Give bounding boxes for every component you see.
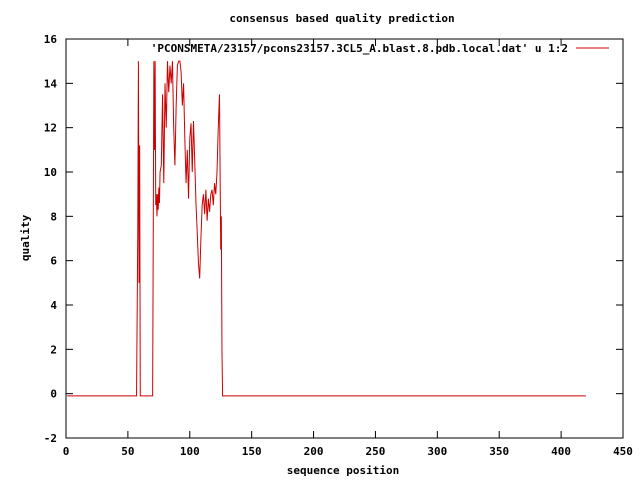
y-axis-label: quality bbox=[19, 214, 32, 261]
y-tick-label: 16 bbox=[44, 33, 58, 46]
tick-labels: 0 50 100 150 200 250 300 350 400 450 -2 0 2 4 6 8 10 12 14… bbox=[44, 33, 633, 458]
y-tick-label: 2 bbox=[50, 343, 57, 356]
y-tick-label: 14 bbox=[44, 77, 58, 90]
plot-frame bbox=[65, 38, 624, 439]
x-tick-label: 0 bbox=[63, 445, 70, 458]
series-group bbox=[67, 60, 586, 397]
x-tick-label: 350 bbox=[489, 445, 509, 458]
x-tick-label: 200 bbox=[304, 445, 324, 458]
series-line bbox=[67, 60, 586, 397]
y-tick-label: 12 bbox=[44, 122, 57, 135]
y-tick-label: 6 bbox=[50, 255, 57, 268]
x-tick-label: 450 bbox=[613, 445, 633, 458]
x-tick-label: 300 bbox=[427, 445, 447, 458]
chart-title: consensus based quality prediction bbox=[229, 12, 454, 25]
x-axis-label: sequence position bbox=[287, 464, 400, 477]
axis-ticks bbox=[65, 38, 624, 439]
x-tick-label: 100 bbox=[180, 445, 200, 458]
x-tick-label: 250 bbox=[366, 445, 386, 458]
y-tick-label: -2 bbox=[44, 432, 57, 445]
x-tick-label: 150 bbox=[242, 445, 262, 458]
y-tick-label: 8 bbox=[50, 210, 57, 223]
legend: 'PCONSMETA/23157/pcons23157.3CL5_A.blast… bbox=[151, 42, 609, 55]
y-tick-label: 0 bbox=[50, 388, 57, 401]
y-tick-label: 4 bbox=[50, 299, 57, 312]
x-tick-label: 50 bbox=[121, 445, 134, 458]
x-tick-label: 400 bbox=[551, 445, 571, 458]
legend-label: 'PCONSMETA/23157/pcons23157.3CL5_A.blast… bbox=[151, 42, 568, 55]
y-tick-label: 10 bbox=[44, 166, 57, 179]
